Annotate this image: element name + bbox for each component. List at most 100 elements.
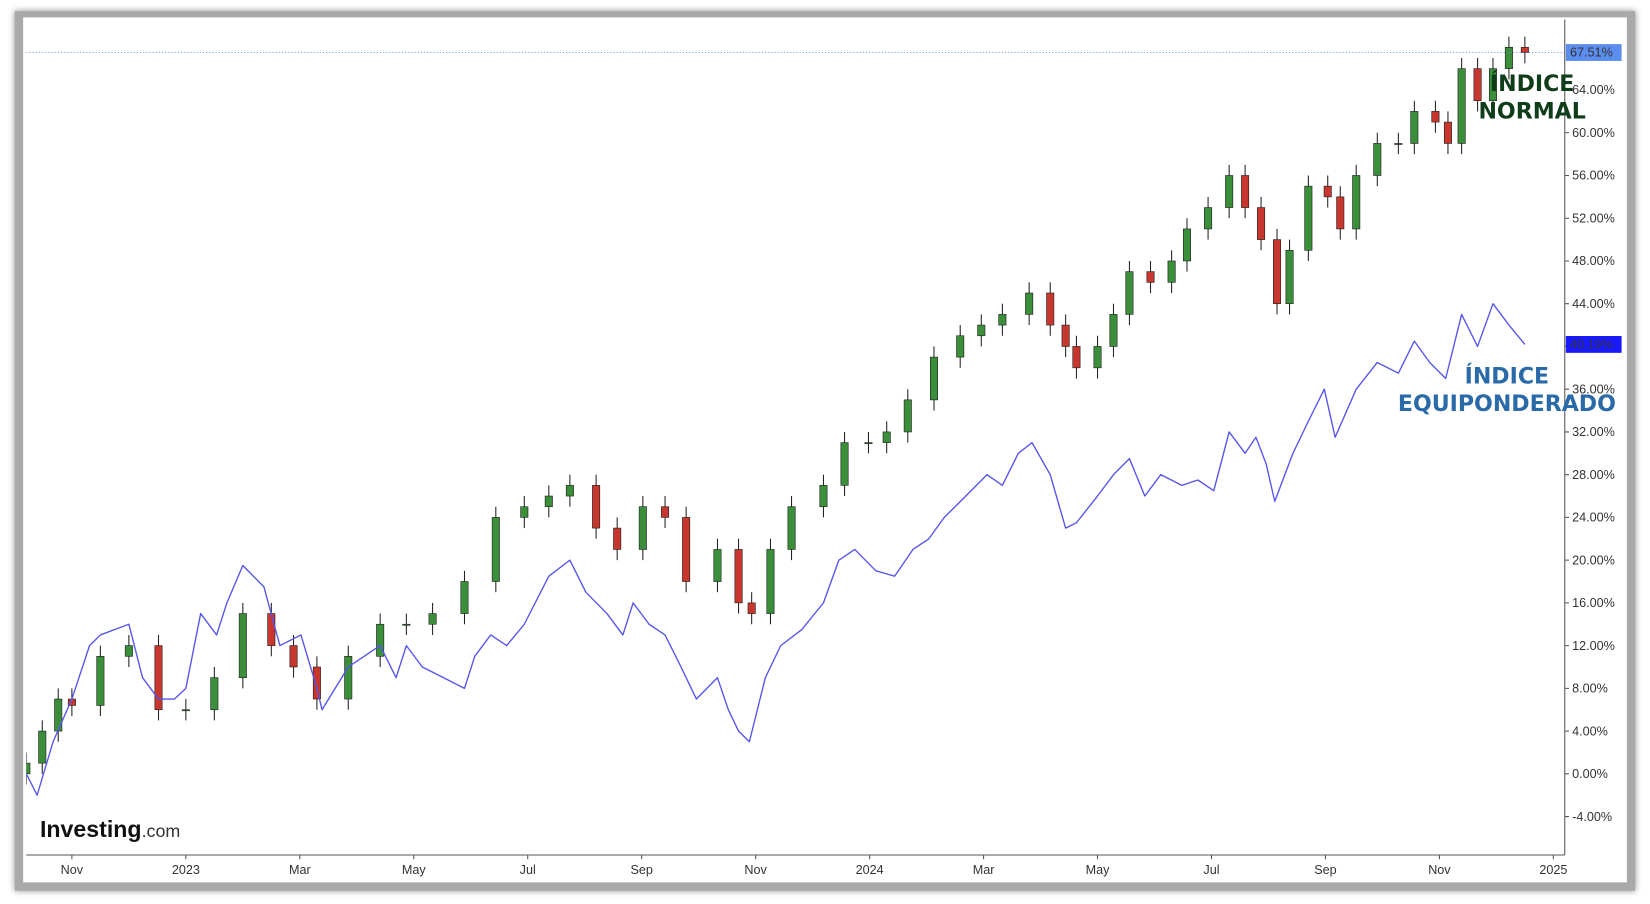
candle-body — [1109, 314, 1118, 347]
annotation-line: ÍNDICE — [1465, 364, 1550, 390]
candle-body — [1488, 68, 1497, 102]
y-tick-label: 28.00% — [1572, 468, 1615, 482]
x-tick-label: May — [402, 863, 427, 877]
candle-body — [565, 485, 574, 497]
series-annotation: ÍNDICE EQUIPONDERADO — [1398, 364, 1616, 417]
candle-body — [238, 613, 247, 678]
x-tick-label: Nov — [61, 863, 84, 877]
candle-body — [1225, 175, 1234, 208]
candle-body — [840, 442, 849, 486]
candle-body — [613, 527, 622, 550]
candle-body — [864, 442, 873, 444]
axes: -4.00% 0.00% 4.00% 8.00% 12.00% 16.00% 20.00% 2… — [26, 19, 1622, 877]
candle-body — [1167, 260, 1176, 283]
candle-body — [1410, 111, 1419, 144]
candle-body — [181, 709, 190, 712]
y-tick-label: 20.00% — [1572, 553, 1615, 567]
candle-body — [1182, 228, 1191, 262]
candle-body — [638, 506, 647, 550]
last-value-label: 40.19% — [1570, 338, 1613, 352]
candle-body — [929, 356, 938, 401]
candle-body — [1125, 271, 1134, 315]
x-tick-label: 2024 — [856, 863, 884, 877]
candle-body — [402, 623, 411, 626]
annotation-line: ÍNDICE — [1490, 71, 1575, 97]
series-annotation: ÍNDICE NORMAL — [1478, 71, 1585, 124]
candle-body — [520, 506, 529, 518]
x-tick-label: Mar — [973, 863, 995, 877]
last-value-badge — [1565, 336, 1622, 353]
candle-body — [1473, 68, 1482, 102]
candle-body — [312, 666, 321, 700]
x-tick-label: 2025 — [1539, 863, 1567, 877]
candle-body — [428, 613, 437, 625]
candle-body — [1061, 324, 1070, 347]
candle-body — [54, 698, 63, 732]
logo-suffix: .com — [142, 821, 181, 841]
x-tick-label: Jul — [1203, 863, 1219, 877]
candle-body — [491, 517, 500, 582]
candle-body — [544, 495, 553, 508]
annotation-line: NORMAL — [1478, 98, 1585, 124]
candle-body — [1072, 346, 1081, 369]
y-tick-label: 56.00% — [1572, 169, 1615, 183]
candle-body — [1323, 185, 1332, 198]
candle-body — [977, 324, 986, 337]
candle-body — [998, 314, 1007, 326]
candle-body — [734, 549, 743, 604]
candle-body — [460, 581, 469, 614]
x-tick-label: Sep — [1314, 863, 1336, 877]
candle-body — [1373, 143, 1382, 176]
candle-body — [267, 613, 276, 646]
candle-body — [661, 506, 670, 518]
y-tick-label: 36.00% — [1572, 382, 1615, 396]
candle-body — [956, 335, 965, 358]
y-tick-label: 48.00% — [1572, 254, 1615, 268]
candle-body — [96, 655, 105, 706]
annotation-line: EQUIPONDERADO — [1398, 391, 1616, 417]
x-tick-label: Nov — [1428, 863, 1451, 877]
last-value-badge — [1565, 44, 1622, 61]
candle-body — [210, 677, 219, 711]
candle-body — [124, 645, 133, 657]
candle-body — [747, 602, 756, 614]
candle-body — [682, 517, 691, 582]
y-tick-label: 4.00% — [1572, 724, 1608, 738]
x-tick-label: Jul — [520, 863, 536, 877]
candle-body — [1285, 249, 1294, 305]
x-tick-label: Mar — [289, 863, 311, 877]
candle-body — [1352, 175, 1361, 230]
candle-body — [38, 730, 47, 764]
candle-body — [1457, 68, 1466, 144]
candle-body — [1336, 196, 1345, 230]
candle-body — [713, 549, 722, 582]
x-tick-label: Sep — [630, 863, 652, 877]
candle-body — [1504, 46, 1513, 69]
y-tick-label: 52.00% — [1572, 211, 1615, 225]
y-tick-label: 0.00% — [1572, 767, 1608, 781]
y-tick-label: 60.00% — [1572, 126, 1615, 140]
y-tick-label: 8.00% — [1572, 682, 1608, 696]
candle-body — [1304, 185, 1313, 251]
x-tick-label: 2023 — [172, 863, 200, 877]
y-tick-label: 16.00% — [1572, 596, 1615, 610]
y-tick-label: 64.00% — [1572, 83, 1615, 97]
candle-body — [819, 485, 828, 508]
y-tick-label: 12.00% — [1572, 639, 1615, 653]
y-tick-label: -4.00% — [1572, 810, 1612, 824]
logo-name: Investing — [40, 816, 142, 842]
candle-body — [787, 506, 796, 550]
candle-body — [154, 645, 163, 711]
y-tick-label: 32.00% — [1572, 425, 1615, 439]
candle-body — [1257, 207, 1266, 240]
candle-body — [344, 655, 353, 700]
candle-body — [1093, 346, 1102, 369]
candle-body — [1520, 46, 1529, 53]
x-tick-label: Nov — [744, 863, 767, 877]
candle-body — [26, 762, 31, 775]
x-tick-label: May — [1086, 863, 1111, 877]
candle-body — [1431, 111, 1440, 123]
candle-body — [376, 623, 385, 657]
